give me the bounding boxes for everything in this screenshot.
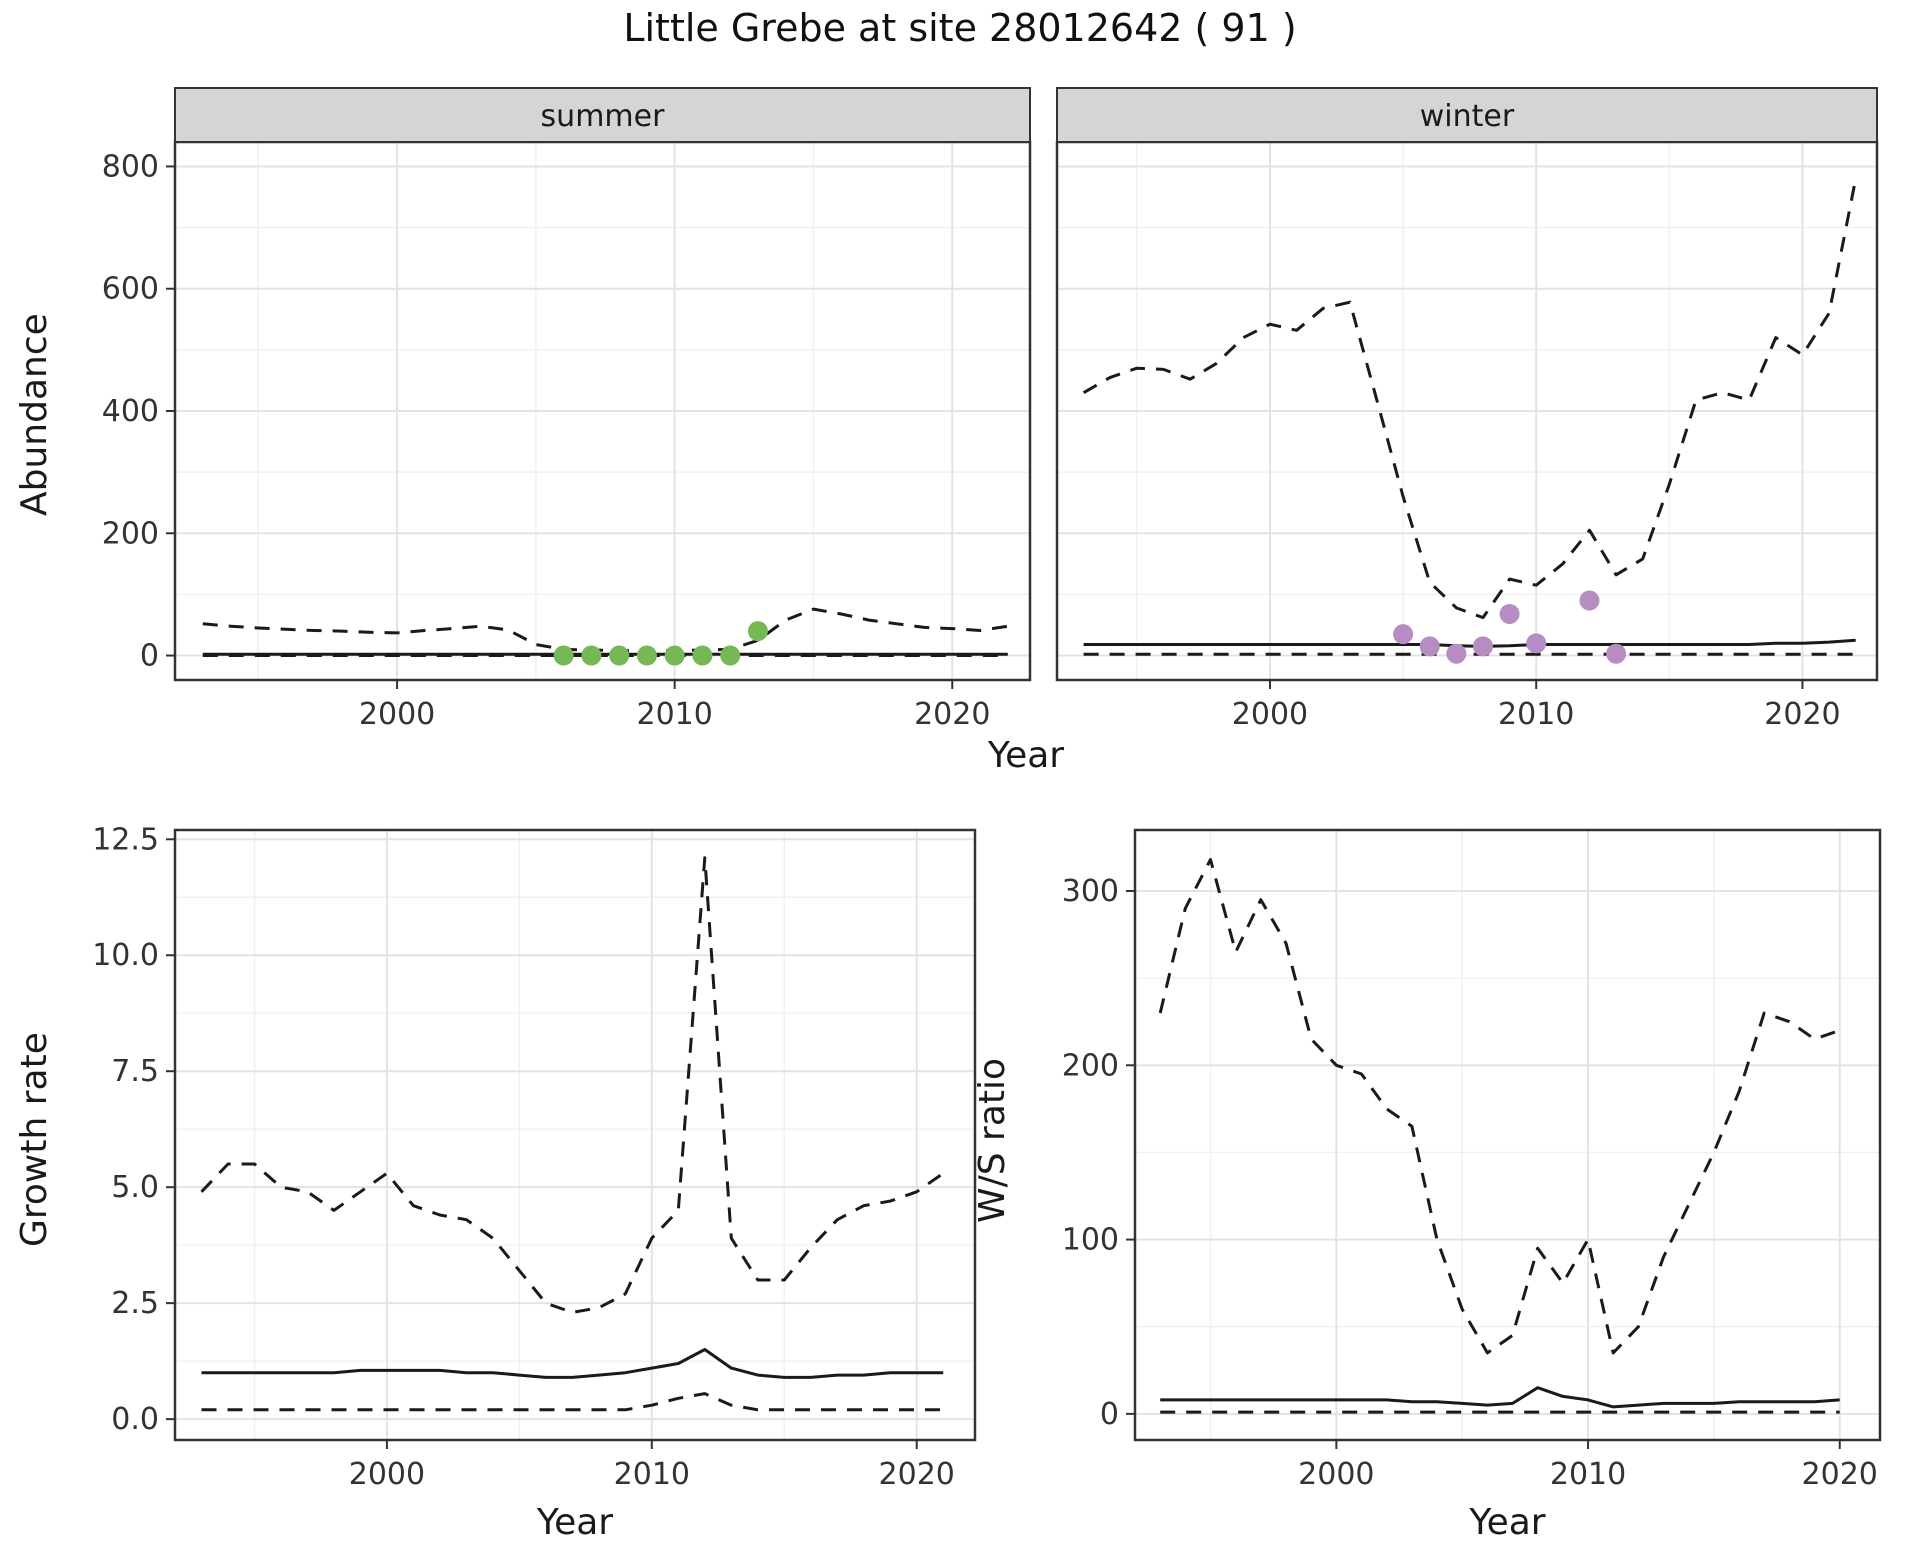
grid-minor (175, 830, 975, 1440)
facet-strip (1056, 87, 1878, 143)
observation-dot (581, 645, 602, 666)
facet-strip-label: winter (1420, 99, 1515, 134)
x-tick-label: 2020 (879, 1457, 955, 1492)
y-tick-label: 600 (102, 272, 159, 307)
y-axis-ticks: 0 100 200 300 (1062, 874, 1135, 1432)
series-upper-ci (1082, 178, 1858, 620)
observation-dot (664, 645, 685, 666)
panel-background (1135, 830, 1880, 1440)
series-upper-ci (200, 856, 945, 1314)
observation-dot (1526, 633, 1547, 654)
observation-dot (1446, 643, 1467, 664)
x-axis-label-year-ws: Year (1469, 1502, 1546, 1543)
grid-major (175, 830, 975, 1440)
series-lower-ci (201, 1392, 944, 1412)
y-tick-label: 800 (102, 149, 159, 184)
x-tick-label: 2010 (614, 1457, 690, 1492)
observation-dot (747, 621, 768, 642)
x-tick-label: 2000 (349, 1457, 425, 1492)
observation-dot (1499, 603, 1520, 624)
panel-background (175, 830, 975, 1440)
observation-dot (636, 645, 657, 666)
observation-dot (1472, 636, 1493, 657)
summer-abundance-chart: 2000 2010 2020 0 200 400 600 800 summer (102, 87, 1032, 725)
observation-dot (553, 645, 574, 666)
series-median (201, 1348, 944, 1379)
series-median (1083, 638, 1856, 648)
panel-border (173, 828, 977, 1442)
series-upper-ci (202, 607, 1009, 653)
y-tick-label: 0.0 (111, 1402, 159, 1437)
x-axis-ticks: 2000 2010 2020 (1298, 1440, 1878, 1492)
y-tick-label: 2.5 (111, 1286, 159, 1321)
x-axis-label-year-growth: Year (536, 1502, 614, 1543)
observed-counts-winter (1393, 590, 1627, 664)
observation-dot (720, 645, 741, 666)
x-tick-label: 2000 (1298, 1457, 1374, 1492)
series-median (1160, 1386, 1840, 1409)
facet-strip (174, 87, 1031, 143)
y-tick-label: 100 (1062, 1223, 1119, 1258)
grid-minor (1135, 830, 1880, 1440)
y-axis-label-abundance: Abundance (14, 313, 55, 517)
winter-abundance-chart: 2000 2010 2020 winter (1055, 87, 1879, 725)
x-tick-label: 2010 (636, 697, 712, 725)
y-tick-label: 300 (1062, 874, 1119, 909)
y-tick-label: 0 (1100, 1397, 1119, 1432)
series-upper-ci (1158, 858, 1841, 1355)
ws-ratio-chart: 2000 2010 2020 0 100 200 300 (1062, 828, 1882, 1492)
y-tick-label: 7.5 (111, 1054, 159, 1089)
growth-rate-chart: 2000 2010 2020 0.0 2.5 5.0 7.5 10.0 12.5 (92, 822, 977, 1492)
y-axis-ticks: 0 200 400 600 800 (102, 149, 175, 674)
chart-title: Little Grebe at site 28012642 ( 91 ) (623, 6, 1297, 50)
grid-major (1135, 830, 1880, 1440)
observed-counts-summer (553, 621, 768, 666)
x-tick-label: 2020 (1802, 1457, 1878, 1492)
observation-dot (609, 645, 630, 666)
panel-border (1133, 828, 1882, 1442)
x-axis-ticks: 2000 2010 2020 (359, 680, 990, 725)
observation-dot (692, 645, 713, 666)
x-tick-label: 2020 (914, 697, 990, 725)
y-tick-label: 0 (140, 639, 159, 674)
y-tick-label: 200 (102, 516, 159, 551)
y-tick-label: 400 (102, 394, 159, 429)
x-tick-label: 2010 (1498, 697, 1574, 725)
observation-dot (1579, 590, 1600, 611)
x-axis-ticks: 2000 2010 2020 (1232, 680, 1841, 725)
x-axis-ticks: 2000 2010 2020 (349, 1440, 955, 1492)
x-tick-label: 2000 (1232, 697, 1308, 725)
x-axis-label-year-top: Year (987, 735, 1065, 776)
y-axis-ticks: 0.0 2.5 5.0 7.5 10.0 12.5 (92, 822, 175, 1437)
grid-minor (1057, 142, 1877, 680)
y-axis-label-ws-ratio: W/S ratio (972, 1057, 1013, 1223)
y-tick-label: 12.5 (92, 822, 159, 857)
observation-dot (1393, 624, 1414, 645)
x-tick-label: 2010 (1550, 1457, 1626, 1492)
y-tick-label: 10.0 (92, 938, 159, 973)
x-tick-label: 2020 (1764, 697, 1840, 725)
observation-dot (1419, 636, 1440, 657)
y-tick-label: 5.0 (111, 1170, 159, 1205)
facet-strip-label: summer (541, 99, 666, 134)
y-axis-label-growth-rate: Growth rate (14, 1032, 55, 1248)
x-tick-label: 2000 (359, 697, 435, 725)
observation-dot (1606, 643, 1627, 664)
y-tick-label: 200 (1062, 1048, 1119, 1083)
